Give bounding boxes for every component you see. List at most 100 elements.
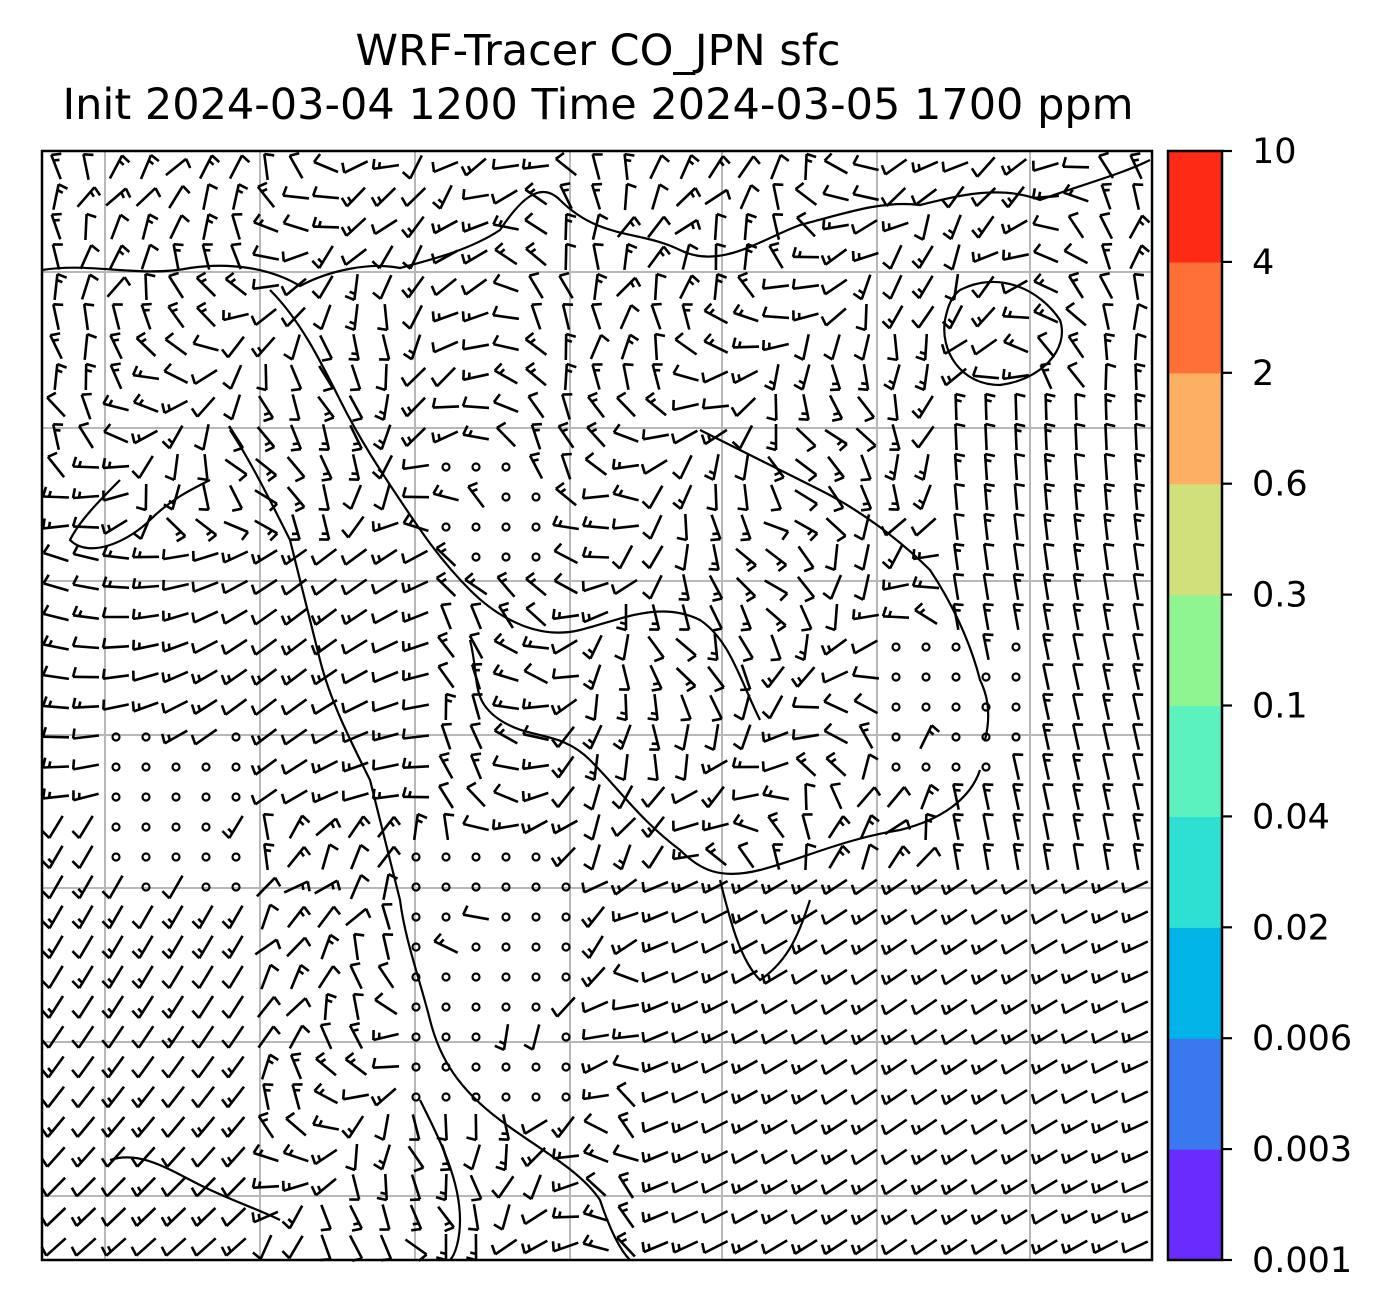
wind-barb-staff	[382, 393, 390, 421]
wind-barb-staff	[592, 243, 600, 271]
wind-barb-flag	[340, 554, 347, 566]
wind-barb-staff	[196, 306, 216, 328]
wind-barb-staff	[433, 940, 459, 954]
wind-barb-staff	[73, 552, 99, 562]
wind-barb-staff	[559, 184, 573, 210]
wind-barb-staff	[194, 698, 218, 716]
wind-barb-flag	[766, 446, 777, 452]
wind-barb-flag	[1000, 944, 1007, 955]
wind-barb-staff	[732, 345, 760, 349]
wind-barb-staff	[649, 514, 663, 540]
wind-barb-staff	[561, 394, 571, 420]
wind-barb-flag	[1000, 1184, 1007, 1195]
wind-barb-flag	[583, 833, 594, 841]
wind-barb-flag	[823, 693, 832, 703]
wind-barb-flag	[1106, 362, 1117, 369]
wind-barb-flag	[611, 518, 616, 529]
wind-barb-flag	[737, 507, 748, 512]
wind-barb-staff	[976, 156, 996, 178]
wind-barb-staff	[914, 1178, 938, 1196]
wind-barb-flag	[856, 1004, 862, 1012]
wind-barb-staff	[615, 816, 637, 838]
wind-barb-flag	[910, 526, 918, 537]
wind-barb-flag	[250, 764, 257, 776]
wind-barb-staff	[139, 514, 153, 540]
wind-barb-flag	[1037, 1154, 1042, 1161]
wind-barb-staff	[589, 334, 603, 360]
wind-barb-flag	[257, 346, 263, 353]
wind-barb-flag	[767, 677, 773, 684]
calm-circle	[231, 732, 241, 742]
wind-barb-staff	[615, 276, 637, 298]
wind-barb-flag	[191, 1068, 200, 1079]
wind-barb-flag	[671, 972, 676, 983]
wind-barb-staff	[642, 433, 670, 441]
wind-barb-staff	[168, 905, 184, 929]
wind-barb-flag	[407, 613, 411, 620]
wind-barb-staff	[915, 517, 937, 537]
wind-barb-staff	[944, 908, 968, 926]
wind-barb-staff	[223, 550, 249, 564]
wind-barb-flag	[47, 917, 54, 925]
wind-barb-staff	[318, 275, 334, 299]
wind-barb-flag	[1045, 398, 1052, 403]
wind-barb-flag	[764, 384, 775, 391]
wind-barb-flag	[983, 572, 995, 577]
wind-barb-flag	[1037, 1004, 1042, 1011]
wind-barb-staff	[76, 1116, 96, 1138]
wind-barb-staff	[202, 484, 210, 510]
wind-barb-staff	[198, 935, 214, 959]
wind-barb-staff	[228, 815, 244, 839]
wind-barb-flag	[827, 974, 832, 982]
wind-barb-staff	[381, 934, 391, 960]
wind-barb-flag	[1060, 913, 1066, 924]
wind-barb-staff	[1132, 813, 1140, 841]
wind-barb-flag	[911, 162, 916, 173]
wind-barb-staff	[682, 574, 690, 600]
coastline-bottom	[419, 1099, 462, 1261]
wind-barb-flag	[1068, 211, 1079, 218]
wind-barb-staff	[647, 845, 665, 869]
wind-barb-flag	[627, 242, 638, 250]
wind-barb-staff	[102, 674, 130, 680]
wind-barb-flag	[797, 944, 802, 952]
wind-barb-flag	[106, 1245, 112, 1253]
wind-barb-flag	[677, 1003, 681, 1011]
wind-barb-staff	[974, 1238, 998, 1256]
wind-barb-staff	[77, 1025, 95, 1049]
wind-barb-staff	[42, 673, 70, 681]
wind-barb-flag	[827, 1214, 832, 1222]
wind-barb-flag	[561, 452, 572, 456]
wind-barb-staff	[674, 789, 698, 805]
wind-barb-staff	[291, 1084, 301, 1110]
colorbar-swatch	[1168, 705, 1222, 817]
wind-barb-staff	[75, 1176, 97, 1198]
wind-barb-flag	[688, 279, 695, 286]
wind-barb-flag	[801, 627, 812, 632]
wind-barb-staff	[228, 484, 244, 510]
calm-circle	[891, 672, 901, 682]
wind-barb-staff	[525, 367, 547, 387]
wind-barb-flag	[671, 1032, 676, 1043]
wind-barb-staff	[314, 1148, 338, 1166]
wind-barb-staff	[796, 666, 816, 688]
wind-barb-staff	[1004, 1148, 1028, 1166]
wind-barb-staff	[108, 965, 124, 989]
wind-barb-staff	[884, 818, 908, 836]
wind-barb-flag	[772, 248, 779, 253]
wind-barb-staff	[586, 905, 606, 929]
wind-barb-flag	[912, 502, 923, 511]
wind-barb-staff	[138, 455, 154, 479]
wind-barb-flag	[701, 398, 706, 409]
wind-barb-staff	[103, 402, 129, 412]
wind-barb-flag	[970, 1184, 977, 1195]
wind-barb-flag	[310, 703, 317, 715]
wind-barb-flag	[273, 996, 282, 1006]
wind-barb-staff	[617, 1175, 635, 1199]
wind-barb-staff	[1033, 162, 1059, 172]
wind-barb-flag	[400, 406, 409, 417]
wind-barb-flag	[100, 1246, 108, 1257]
wind-barb-staff	[735, 576, 757, 598]
wind-barb-staff	[583, 581, 609, 593]
wind-barb-flag	[794, 654, 805, 662]
